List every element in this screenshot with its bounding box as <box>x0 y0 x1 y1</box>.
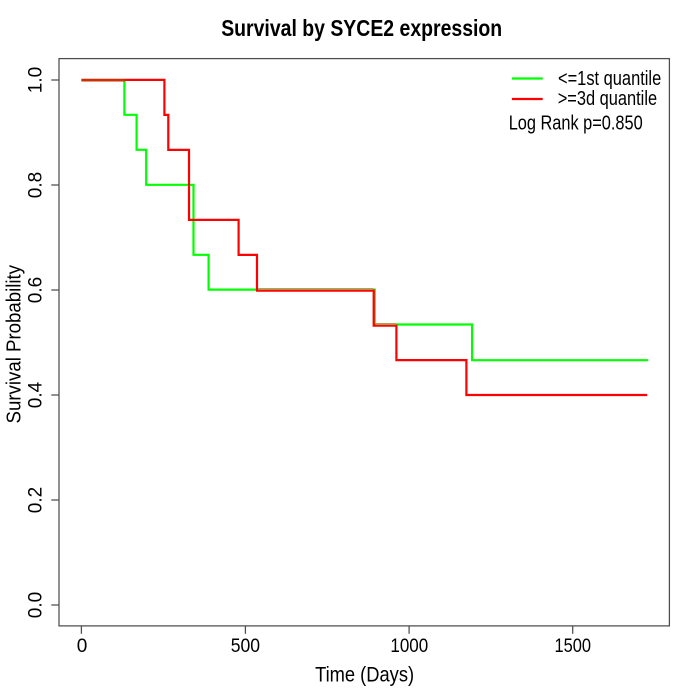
svg-text:Log Rank p=0.850: Log Rank p=0.850 <box>509 112 643 134</box>
svg-text:>=3d quantile: >=3d quantile <box>558 88 657 110</box>
svg-text:0.6: 0.6 <box>26 277 47 303</box>
svg-text:Survival by SYCE2 expression: Survival by SYCE2 expression <box>221 15 502 41</box>
svg-text:1.0: 1.0 <box>26 67 47 93</box>
svg-text:0.4: 0.4 <box>26 381 47 408</box>
svg-text:0.8: 0.8 <box>26 172 47 198</box>
svg-text:0: 0 <box>77 636 88 657</box>
svg-text:Survival Probability: Survival Probability <box>3 265 25 424</box>
svg-text:1000: 1000 <box>390 636 428 657</box>
svg-text:Time (Days): Time (Days) <box>315 663 414 686</box>
svg-text:1500: 1500 <box>555 636 592 657</box>
svg-text:500: 500 <box>231 636 260 657</box>
svg-text:0.0: 0.0 <box>26 592 47 618</box>
svg-text:<=1st quantile: <=1st quantile <box>558 68 661 90</box>
svg-text:0.2: 0.2 <box>26 487 47 513</box>
